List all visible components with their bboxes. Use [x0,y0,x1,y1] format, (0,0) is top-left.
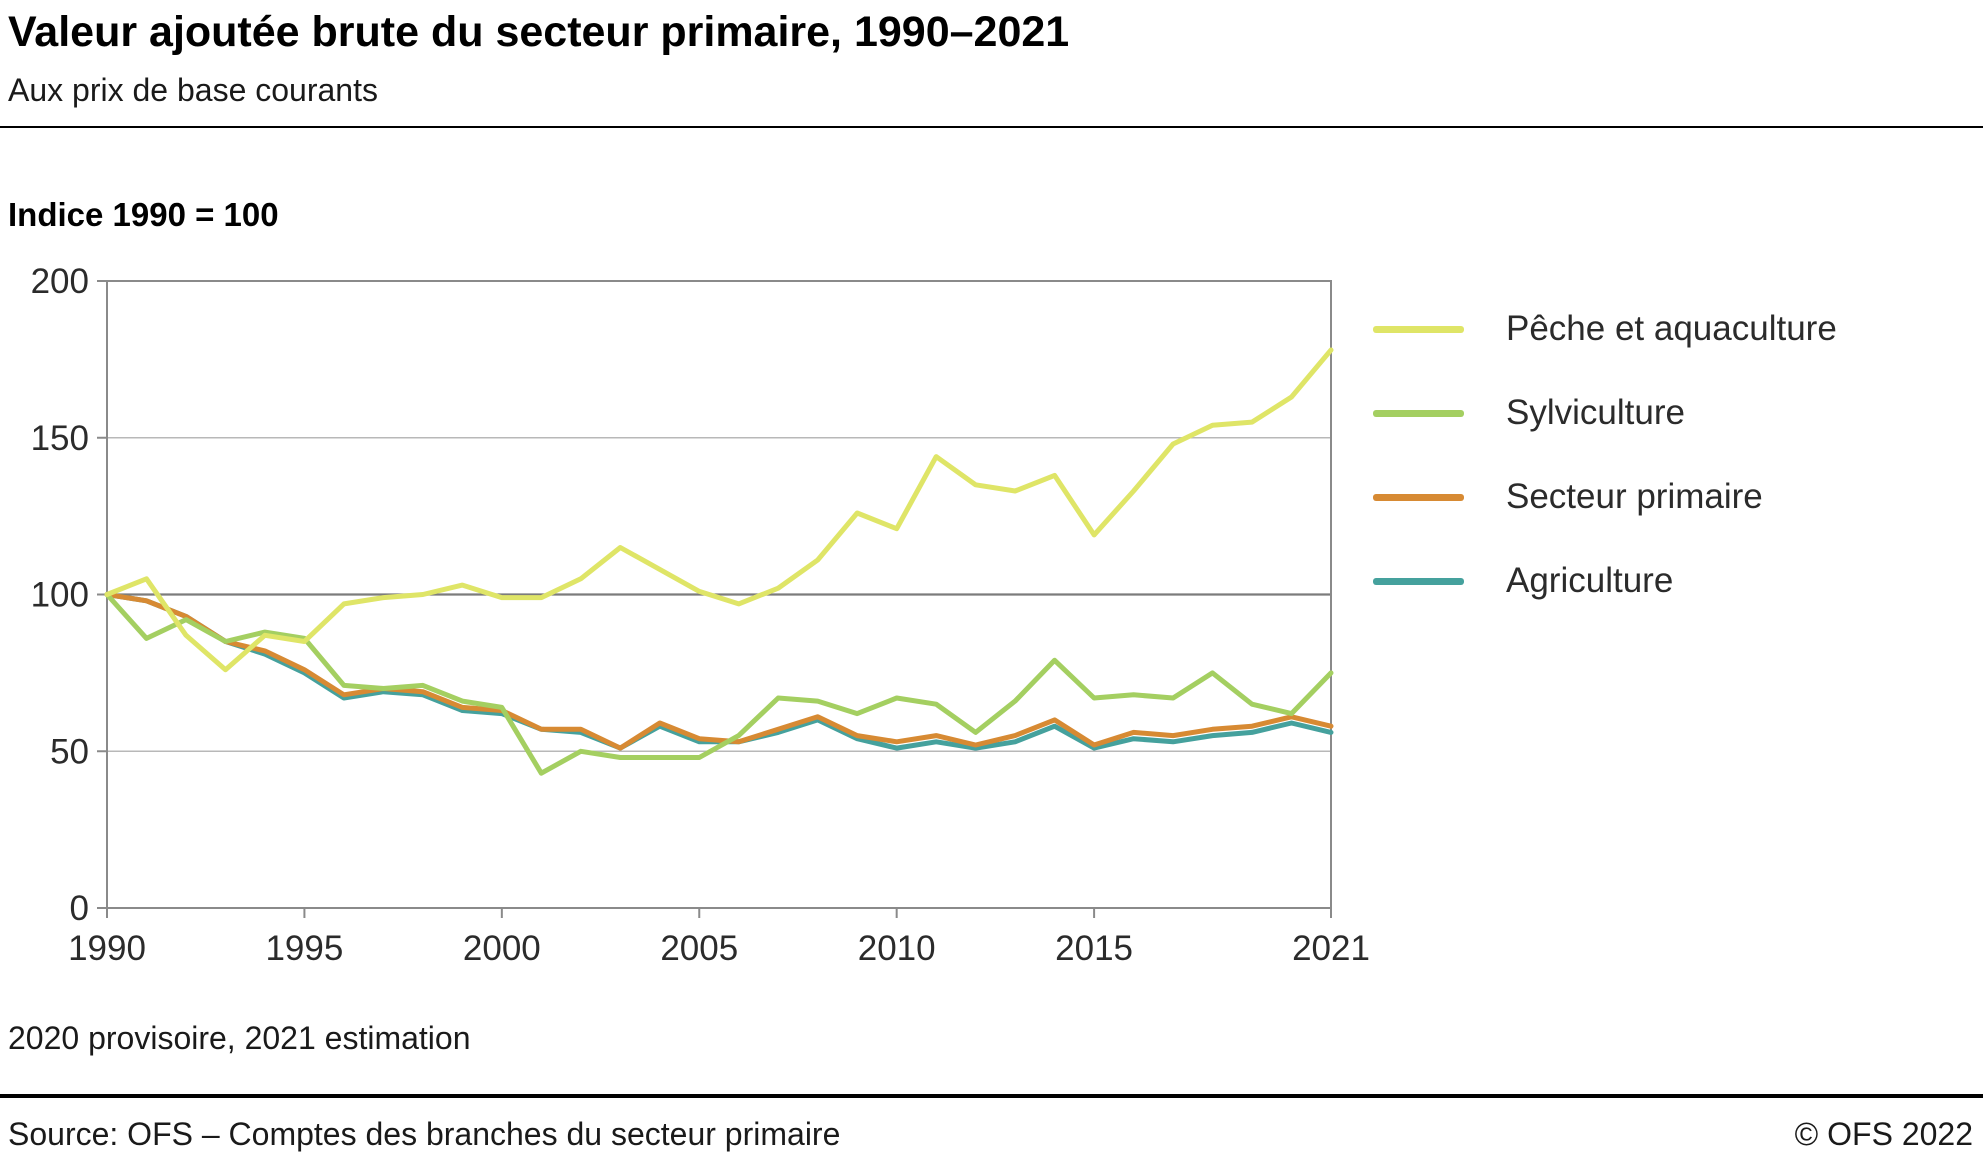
legend-swatch-icon [1373,577,1464,585]
x-tick-label: 2021 [1292,929,1370,968]
legend: Pêche et aquaculture Sylviculture Secteur … [1373,308,1837,644]
series-line-2 [104,592,1334,776]
y-tick-label: 200 [31,262,89,301]
legend-label: Pêche et aquaculture [1506,309,1837,348]
legend-item-2: Sylviculture [1373,392,1837,434]
legend-label: Secteur primaire [1506,477,1763,516]
footer-divider [0,1094,1983,1098]
legend-label: Sylviculture [1506,393,1685,432]
legend-label: Agriculture [1506,561,1674,600]
x-tick-label: 2000 [463,929,541,968]
legend-swatch-icon [1373,493,1464,501]
series-line-4 [104,592,1334,751]
legend-item-3: Secteur primaire [1373,476,1837,518]
x-tick-label: 2015 [1055,929,1133,968]
index-note: Indice 1990 = 100 [8,196,279,233]
footer: Source: OFS – Comptes des branches du se… [0,1116,1983,1153]
x-tick-label: 1995 [265,929,343,968]
copyright-text: © OFS 2022 [1794,1116,1973,1152]
header-divider [0,126,1983,128]
y-tick-label: 50 [50,732,89,771]
y-tick-label: 150 [31,419,89,458]
chart-subtitle: Aux prix de base courants [8,72,378,108]
y-tick-label: 100 [31,576,89,615]
series-line-3 [104,592,1334,751]
y-tick-label: 0 [70,889,89,928]
source-text: Source: OFS – Comptes des branches du se… [8,1116,841,1152]
series-line-1 [104,347,1334,673]
legend-item-1: Pêche et aquaculture [1373,308,1837,350]
x-tick-label: 2005 [660,929,738,968]
footnote: 2020 provisoire, 2021 estimation [8,1020,471,1056]
legend-item-4: Agriculture [1373,560,1837,602]
x-tick-label: 1990 [68,929,146,968]
chart-title: Valeur ajoutée brute du secteur primaire… [8,8,1070,56]
legend-swatch-icon [1373,409,1464,417]
legend-swatch-icon [1373,325,1464,333]
x-tick-label: 2010 [858,929,936,968]
